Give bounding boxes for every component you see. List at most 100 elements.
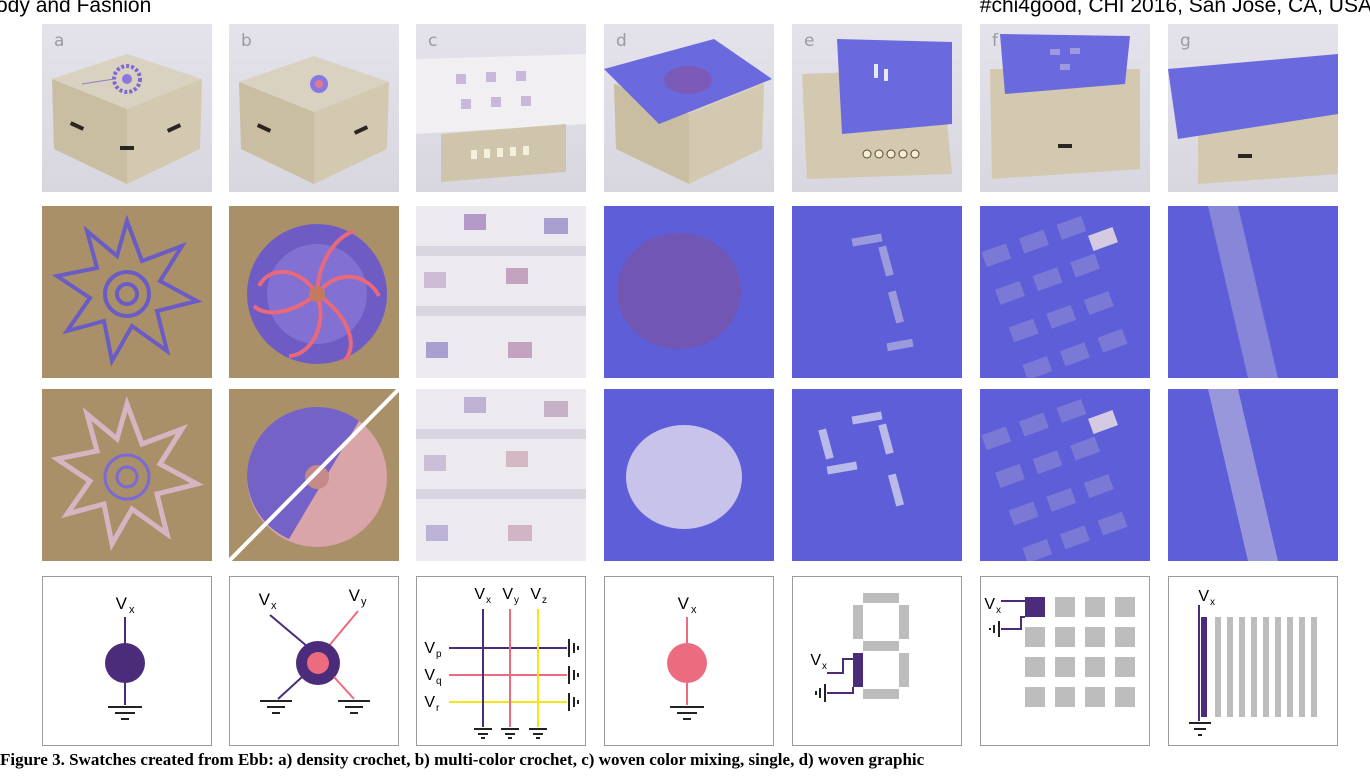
ground-icon — [990, 621, 999, 637]
panel-letter: a — [54, 31, 64, 51]
vz-subscript: z — [542, 595, 547, 606]
woven-on-box-illustration — [604, 24, 774, 192]
vx-subscript: x — [691, 604, 697, 616]
vq-label: V — [424, 667, 435, 684]
running-header-left: ody and Fashion — [0, 0, 151, 18]
crochet-before-b — [229, 206, 399, 378]
woven-after-g — [1168, 389, 1338, 561]
crochet-flower-illustration — [229, 206, 399, 378]
woven-on-box-illustration — [980, 24, 1150, 192]
purple-dot — [105, 643, 145, 683]
circuit-diagram-g: V x — [1168, 576, 1338, 746]
vx-label: V — [984, 596, 995, 613]
pixel-woven-illustration — [980, 206, 1150, 378]
vy-subscript: y — [361, 596, 367, 608]
panel-letter: d — [616, 31, 627, 51]
single-dot-circuit: V x — [605, 577, 773, 745]
crochet-star-heated-illustration — [42, 389, 212, 561]
ground-icon — [108, 707, 142, 719]
vx-label: V — [259, 590, 271, 609]
ground-icon — [474, 639, 578, 738]
crochet-before-a — [42, 206, 212, 378]
woven-before-e — [792, 206, 962, 378]
circuit-diagram-a: V x — [42, 576, 212, 746]
photo-box-e: e — [792, 24, 962, 192]
crochet-after-b — [229, 389, 399, 561]
seven-segment-woven-illustration — [792, 206, 962, 378]
circuit-diagram-f: V x — [980, 576, 1150, 746]
vx-subscript: x — [1210, 597, 1215, 608]
woven-before-c — [416, 206, 586, 378]
ground-icon — [260, 701, 292, 713]
woven-on-box-illustration — [1168, 24, 1338, 192]
woven-after-f — [980, 389, 1150, 561]
woven-before-d — [604, 206, 774, 378]
vx-subscript: x — [822, 661, 827, 672]
photo-box-c: c — [416, 24, 586, 192]
vp-subscript: p — [436, 649, 442, 660]
active-stripe — [1201, 617, 1207, 717]
panel-letter: e — [804, 31, 814, 51]
box-illustration — [229, 24, 399, 192]
active-segment — [853, 653, 863, 687]
photo-box-a: a — [42, 24, 212, 192]
vy-label: V — [349, 586, 361, 605]
panel-letter: g — [1180, 31, 1191, 51]
ground-icon — [338, 701, 370, 713]
seven-segment-woven-heated-illustration — [792, 389, 962, 561]
active-pixel — [1025, 597, 1045, 617]
box-illustration — [42, 24, 212, 192]
vy-label: V — [502, 586, 513, 603]
circuit-diagram-e: V x — [792, 576, 962, 746]
panel-letter: b — [241, 31, 252, 51]
pink-dot — [667, 643, 707, 683]
woven-after-e — [792, 389, 962, 561]
running-header-right: #chi4good, CHI 2016, San Jose, CA, USA — [980, 0, 1370, 18]
ground-icon — [816, 684, 825, 702]
pixel-woven-heated-illustration — [980, 389, 1150, 561]
circuit-diagram-d: V x — [604, 576, 774, 746]
vy-subscript: y — [514, 595, 519, 606]
vr-subscript: r — [436, 703, 440, 714]
photo-box-b: b — [229, 24, 399, 192]
stripe-woven-illustration — [1168, 206, 1338, 378]
crochet-after-a — [42, 389, 212, 561]
ground-icon — [670, 707, 704, 719]
vp-label: V — [424, 640, 435, 657]
grid-matrix-circuit: V x V y V z V p V q V r — [417, 577, 585, 745]
seven-segment-circuit: V x — [793, 577, 961, 745]
vx-subscript: x — [996, 605, 1001, 616]
stripe-woven-heated-illustration — [1168, 389, 1338, 561]
vx-subscript: x — [486, 595, 491, 606]
vr-label: V — [424, 694, 435, 711]
woven-circle-illustration — [604, 206, 774, 378]
woven-squares-illustration — [416, 206, 586, 378]
vq-subscript: q — [436, 676, 442, 687]
woven-circle-heated-illustration — [604, 389, 774, 561]
vx-label: V — [1198, 588, 1209, 605]
vx-subscript: x — [271, 600, 277, 612]
vx-label: V — [678, 594, 690, 613]
woven-before-g — [1168, 206, 1338, 378]
photo-box-d: d — [604, 24, 774, 192]
stripe-array — [1215, 617, 1317, 717]
figure-caption: Figure 3. Swatches created from Ebb: a) … — [0, 750, 1370, 770]
photo-box-f: f — [980, 24, 1150, 192]
woven-after-d — [604, 389, 774, 561]
vx-label: V — [116, 594, 128, 613]
crochet-flower-heated-illustration — [229, 389, 399, 561]
two-input-dot-circuit: V x V y — [230, 577, 398, 745]
crochet-star-illustration — [42, 206, 212, 378]
photo-box-g: g — [1168, 24, 1338, 192]
woven-squares-heated-illustration — [416, 389, 586, 561]
panel-letter: f — [992, 31, 998, 51]
pink-inner-dot — [307, 652, 329, 674]
woven-before-f — [980, 206, 1150, 378]
ground-icon — [1189, 723, 1211, 735]
panel-letter: c — [428, 31, 437, 51]
woven-after-c — [416, 389, 586, 561]
woven-on-box-illustration — [792, 24, 962, 192]
pixel-grid-circuit: V x — [981, 577, 1149, 745]
circuit-diagram-b: V x V y — [229, 576, 399, 746]
vx-label: V — [474, 586, 485, 603]
